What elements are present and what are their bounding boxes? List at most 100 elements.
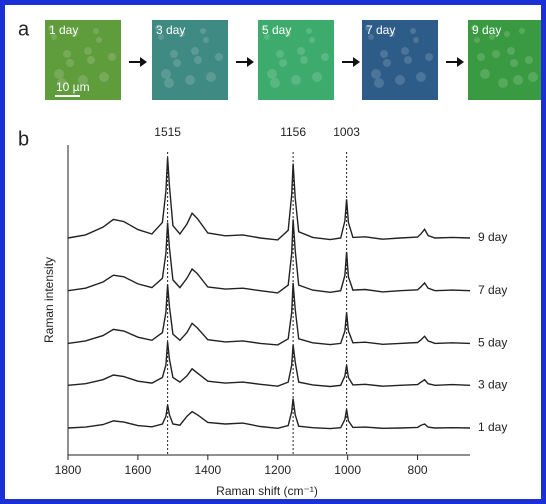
- texture: [401, 47, 409, 55]
- x-tick-label: 1600: [125, 463, 152, 477]
- texture: [306, 28, 312, 34]
- texture: [191, 47, 199, 55]
- texture: [63, 50, 71, 58]
- image-label: 1 day: [49, 23, 78, 37]
- texture: [72, 31, 78, 37]
- texture: [78, 75, 88, 85]
- micrograph: [362, 20, 438, 100]
- panel-b-label: b: [18, 128, 29, 150]
- texture: [365, 25, 371, 31]
- texture: [200, 28, 206, 34]
- texture: [519, 28, 525, 34]
- peak-label: 1003: [333, 125, 360, 139]
- texture: [477, 53, 485, 61]
- spectrum: [67, 341, 471, 388]
- x-tick-label: 1400: [194, 463, 221, 477]
- texture: [321, 53, 329, 61]
- texture: [425, 53, 433, 61]
- texture: [383, 59, 391, 67]
- series-label: 9 day: [478, 230, 507, 244]
- texture: [84, 47, 92, 55]
- texture: [300, 56, 308, 64]
- texture: [66, 59, 74, 67]
- image-label: 3 day: [156, 23, 185, 37]
- texture: [291, 75, 301, 85]
- arrow-head: [353, 57, 360, 67]
- texture: [215, 53, 223, 61]
- arrow-head: [247, 57, 254, 67]
- texture: [279, 59, 287, 67]
- texture: [203, 37, 209, 43]
- texture: [267, 69, 277, 79]
- image-label: 5 day: [262, 23, 291, 37]
- x-axis-label: Raman shift (cm⁻¹): [216, 484, 318, 498]
- texture: [474, 37, 480, 43]
- texture: [93, 28, 99, 34]
- texture: [404, 56, 412, 64]
- series-label: 7 day: [478, 283, 507, 297]
- x-tick-label: 1000: [334, 463, 361, 477]
- panel-a-label: a: [18, 18, 30, 40]
- texture: [395, 75, 405, 85]
- scale-bar-label: 10 µm: [56, 80, 90, 94]
- texture: [410, 28, 416, 34]
- texture: [297, 47, 305, 55]
- texture: [525, 56, 533, 64]
- spectrum: [67, 157, 471, 241]
- texture: [170, 50, 178, 58]
- micrograph: [152, 20, 228, 100]
- texture: [492, 50, 500, 58]
- texture: [264, 34, 270, 40]
- spectrum: [67, 282, 471, 346]
- texture: [87, 56, 95, 64]
- texture: [498, 78, 508, 88]
- spectrum: [67, 398, 471, 430]
- micrograph: [45, 20, 121, 100]
- x-tick-label: 1800: [55, 463, 82, 477]
- image-label: 7 day: [366, 23, 395, 37]
- texture: [504, 31, 510, 37]
- spectrum: [67, 219, 471, 294]
- texture: [51, 34, 57, 40]
- texture: [161, 69, 171, 79]
- texture: [510, 59, 518, 67]
- arrow-head: [457, 57, 464, 67]
- texture: [158, 34, 164, 40]
- texture: [173, 59, 181, 67]
- y-axis-label: Raman intensity: [42, 257, 56, 343]
- micrograph: [468, 20, 541, 100]
- image-label: 9 day: [472, 23, 501, 37]
- peak-label: 1156: [280, 125, 306, 139]
- texture: [206, 72, 216, 82]
- texture: [528, 72, 538, 82]
- texture: [54, 69, 64, 79]
- texture: [371, 69, 381, 79]
- texture: [489, 34, 495, 40]
- texture: [389, 31, 395, 37]
- texture: [276, 50, 284, 58]
- texture: [48, 25, 54, 31]
- texture: [57, 78, 67, 88]
- series-label: 1 day: [478, 420, 507, 434]
- texture: [99, 72, 109, 82]
- texture: [185, 75, 195, 85]
- arrow-head: [140, 57, 147, 67]
- texture: [368, 34, 374, 40]
- texture: [96, 37, 102, 43]
- texture: [513, 75, 523, 85]
- texture: [179, 31, 185, 37]
- texture: [507, 47, 515, 55]
- peak-label: 1515: [154, 125, 181, 139]
- micrograph: [258, 20, 334, 100]
- texture: [155, 25, 161, 31]
- series-label: 5 day: [478, 336, 507, 350]
- texture: [380, 50, 388, 58]
- texture: [164, 78, 174, 88]
- texture: [471, 25, 477, 31]
- texture: [194, 56, 202, 64]
- texture: [108, 53, 116, 61]
- texture: [413, 37, 419, 43]
- texture: [374, 78, 384, 88]
